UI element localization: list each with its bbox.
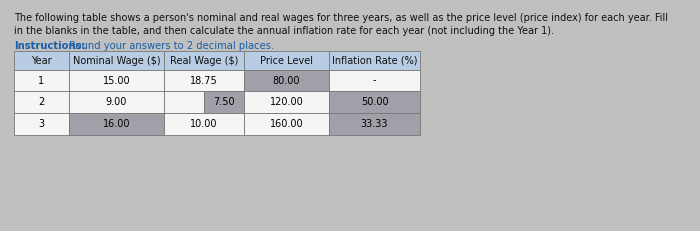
Text: Round your answers to 2 decimal places.: Round your answers to 2 decimal places. bbox=[66, 41, 274, 51]
Text: 16.00: 16.00 bbox=[103, 119, 130, 129]
Bar bbox=[164, 91, 204, 113]
Bar bbox=[244, 70, 329, 91]
Bar bbox=[14, 70, 69, 91]
Bar bbox=[69, 91, 164, 113]
Text: -: - bbox=[372, 76, 377, 85]
Text: Real Wage ($): Real Wage ($) bbox=[170, 55, 238, 66]
Text: 33.33: 33.33 bbox=[360, 119, 388, 129]
Text: 80.00: 80.00 bbox=[273, 76, 300, 85]
Text: 15.00: 15.00 bbox=[103, 76, 130, 85]
Bar bbox=[69, 51, 164, 70]
Bar bbox=[329, 113, 420, 135]
Text: The following table shows a person's nominal and real wages for three years, as : The following table shows a person's nom… bbox=[14, 13, 668, 23]
Bar bbox=[329, 91, 420, 113]
Text: 7.50: 7.50 bbox=[214, 97, 235, 107]
Bar bbox=[14, 51, 69, 70]
Bar bbox=[329, 70, 420, 91]
Bar bbox=[164, 51, 244, 70]
Bar bbox=[244, 51, 329, 70]
Bar bbox=[14, 91, 69, 113]
Bar bbox=[244, 91, 329, 113]
Text: 160.00: 160.00 bbox=[270, 119, 303, 129]
Bar bbox=[164, 70, 244, 91]
Text: 3: 3 bbox=[38, 119, 45, 129]
Text: in the blanks in the table, and then calculate the annual inflation rate for eac: in the blanks in the table, and then cal… bbox=[14, 26, 554, 36]
Bar bbox=[329, 51, 420, 70]
Text: 1: 1 bbox=[38, 76, 45, 85]
Text: 120.00: 120.00 bbox=[270, 97, 303, 107]
Text: 10.00: 10.00 bbox=[190, 119, 218, 129]
Text: Nominal Wage ($): Nominal Wage ($) bbox=[73, 55, 160, 66]
Text: 2: 2 bbox=[38, 97, 45, 107]
Text: 9.00: 9.00 bbox=[106, 97, 127, 107]
Bar bbox=[69, 113, 164, 135]
Text: 18.75: 18.75 bbox=[190, 76, 218, 85]
Bar bbox=[244, 113, 329, 135]
Bar bbox=[14, 113, 69, 135]
Text: Year: Year bbox=[32, 55, 52, 66]
Bar bbox=[204, 91, 244, 113]
Text: Price Level: Price Level bbox=[260, 55, 313, 66]
Text: Inflation Rate (%): Inflation Rate (%) bbox=[332, 55, 417, 66]
Bar bbox=[164, 113, 244, 135]
Text: 50.00: 50.00 bbox=[360, 97, 388, 107]
Bar bbox=[69, 70, 164, 91]
Text: Instructions:: Instructions: bbox=[14, 41, 85, 51]
